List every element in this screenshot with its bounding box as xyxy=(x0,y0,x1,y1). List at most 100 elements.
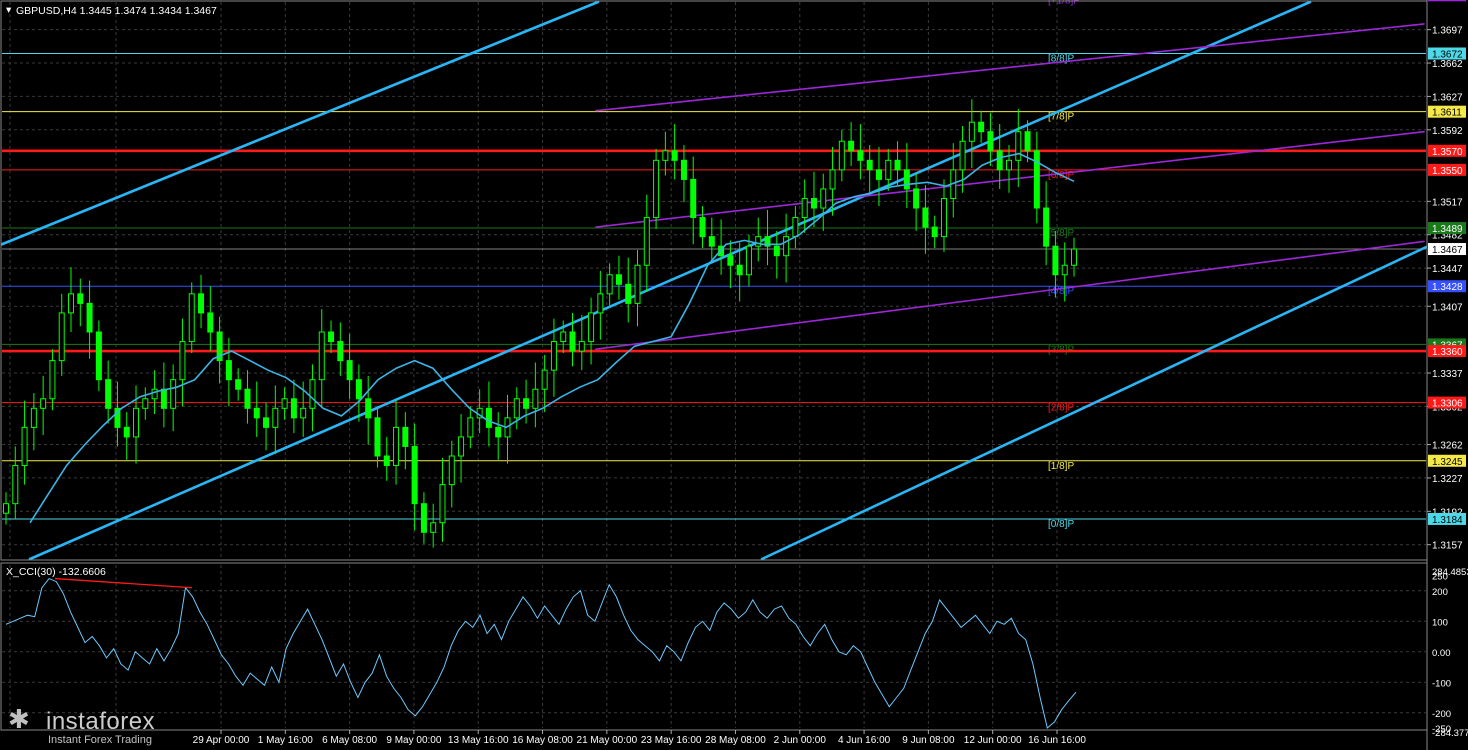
candle-body xyxy=(142,398,149,409)
candle xyxy=(820,173,827,231)
price-tag: 1.3245 xyxy=(1428,454,1466,468)
candle-body xyxy=(216,331,223,362)
candle xyxy=(1024,120,1031,163)
candle-body xyxy=(597,293,604,314)
candle-body xyxy=(495,426,502,438)
price-tag-label: 1.3550 xyxy=(1432,166,1463,177)
candle-body xyxy=(643,217,650,266)
candle-body xyxy=(894,159,901,171)
candle-body xyxy=(820,188,827,209)
candle xyxy=(857,124,864,180)
price-tag: 1.3672 xyxy=(1428,47,1466,61)
chart-header-arrow[interactable]: ▾ xyxy=(6,4,12,16)
murrey-level-label: [5/8]P xyxy=(1048,228,1074,239)
candle-body xyxy=(467,417,474,438)
price-tag: 1.3611 xyxy=(1428,105,1466,119)
price-tick-label: 1.3227 xyxy=(1432,474,1463,485)
candle xyxy=(95,320,102,392)
candle xyxy=(485,381,492,447)
candle xyxy=(123,412,130,460)
candle-body xyxy=(801,197,808,219)
candle-body xyxy=(1052,245,1059,276)
price-tag: 1.3570 xyxy=(1428,144,1466,158)
candle-body xyxy=(745,245,752,276)
candle-body xyxy=(188,293,195,343)
candle-body xyxy=(857,150,864,161)
candle xyxy=(86,280,93,359)
candle xyxy=(346,333,353,399)
time-tick-label: 13 May 16:00 xyxy=(448,735,509,746)
candle-body xyxy=(560,331,567,343)
candle xyxy=(736,242,743,302)
candle xyxy=(207,286,214,352)
candle xyxy=(588,297,595,365)
price-tag-bg xyxy=(1428,163,1466,176)
candle-body xyxy=(680,159,687,180)
price-tag-label: 1.3570 xyxy=(1432,147,1463,158)
candle xyxy=(634,249,641,327)
candle-body xyxy=(606,274,613,295)
candle xyxy=(708,217,715,262)
candle xyxy=(467,406,474,449)
candle-body xyxy=(383,455,390,467)
candle-body xyxy=(727,255,734,266)
candle-body xyxy=(318,331,325,381)
candle-body xyxy=(532,388,539,409)
cci-tick-label: 100 xyxy=(1432,617,1448,628)
price-tick-label: 1.3627 xyxy=(1432,92,1463,103)
cci-tick-label: 0.00 xyxy=(1432,648,1451,659)
candle xyxy=(40,375,47,436)
cci-tick-label: 284.4853 xyxy=(1432,567,1468,578)
time-tick-label: 16 May 08:00 xyxy=(512,735,573,746)
candle xyxy=(606,263,613,306)
candle-body xyxy=(458,436,465,457)
support-resistance-lines xyxy=(2,149,1426,353)
time-tick-label: 4 Jun 16:00 xyxy=(838,735,891,746)
price-tag: 1.3550 xyxy=(1428,163,1466,177)
candle-body xyxy=(393,426,400,467)
price-pane[interactable]: [+1/8]P[8/8]P[7/8]P[6/8]P[5/8]P[4/8]P[3/… xyxy=(0,0,1428,561)
candle-body xyxy=(1071,248,1077,266)
candle xyxy=(931,215,938,249)
candle xyxy=(885,148,892,191)
price-tick-label: 1.3662 xyxy=(1432,59,1463,70)
candle xyxy=(21,400,28,485)
candle-body xyxy=(12,465,19,505)
price-tick-label: 1.3517 xyxy=(1432,197,1463,208)
candle-body xyxy=(736,264,743,276)
price-tag-label: 1.3306 xyxy=(1432,399,1463,410)
candle-body xyxy=(448,455,455,486)
time-tick-label: 23 May 16:00 xyxy=(641,735,702,746)
candle xyxy=(374,406,381,468)
candle-body xyxy=(207,312,214,333)
candle xyxy=(578,314,585,371)
candle xyxy=(1071,237,1077,277)
cci-line xyxy=(5,577,1077,729)
candle xyxy=(1043,181,1050,266)
price-tag: 1.3306 xyxy=(1428,396,1466,410)
candle xyxy=(968,99,975,168)
candle xyxy=(569,312,576,367)
candle xyxy=(198,274,205,329)
candle xyxy=(1052,230,1059,298)
candle-body xyxy=(198,293,205,314)
candle xyxy=(448,440,455,508)
price-tag-label: 1.3360 xyxy=(1432,347,1463,358)
candle xyxy=(978,110,985,144)
candle-body xyxy=(272,407,279,428)
candle xyxy=(996,124,1003,189)
cci-pane[interactable] xyxy=(2,565,1426,729)
price-tag: 1.3489 xyxy=(1428,222,1466,235)
candle-body xyxy=(179,341,186,381)
candle xyxy=(801,179,808,233)
candle-body xyxy=(653,159,660,219)
candle-body xyxy=(58,312,65,362)
candle-body xyxy=(40,398,47,409)
candle-body xyxy=(1061,264,1068,276)
candle xyxy=(458,414,465,483)
price-tick-label: 1.3407 xyxy=(1432,302,1463,313)
price-tag: 1.3733 xyxy=(1428,0,1466,2)
price-tag-label: 1.3467 xyxy=(1432,245,1463,256)
candle-body xyxy=(309,379,316,409)
candle xyxy=(105,360,112,424)
